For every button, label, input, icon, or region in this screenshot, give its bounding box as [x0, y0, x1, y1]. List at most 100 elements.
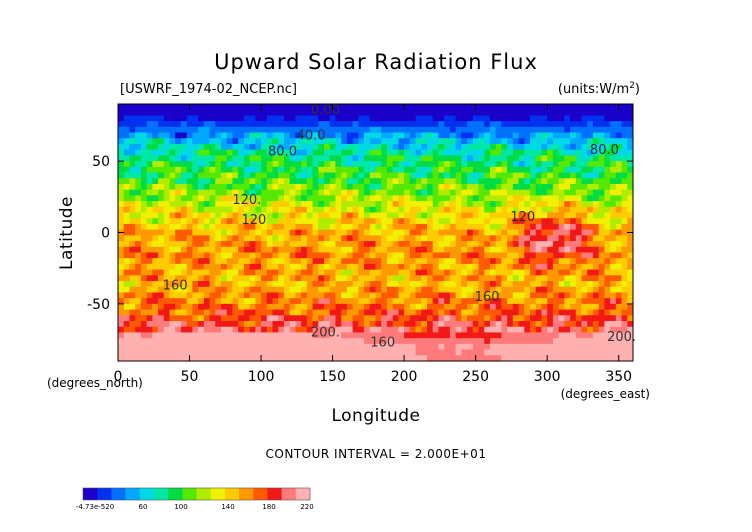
heatmap-cell	[535, 201, 543, 208]
heatmap-cell	[598, 309, 605, 316]
heatmap-cell	[278, 263, 285, 271]
heatmap-cell	[352, 172, 359, 179]
heatmap-cell	[226, 258, 234, 265]
heatmap-cell	[226, 201, 234, 208]
heatmap-cell	[306, 212, 314, 219]
heatmap-cell	[507, 309, 514, 316]
heatmap-cell	[512, 263, 520, 271]
heatmap-cell	[238, 309, 245, 316]
heatmap-cell	[283, 201, 291, 208]
heatmap-cell	[146, 269, 153, 276]
heatmap-cell	[163, 355, 171, 361]
heatmap-cell	[472, 303, 480, 311]
heatmap-cell	[352, 315, 359, 322]
heatmap-cell	[518, 252, 525, 259]
heatmap-cell	[575, 252, 583, 259]
heatmap-cell	[312, 109, 319, 117]
heatmap-cell	[118, 201, 125, 208]
heatmap-cell	[175, 115, 182, 122]
heatmap-cell	[272, 143, 279, 151]
heatmap-cell	[570, 326, 577, 334]
heatmap-cell	[512, 132, 520, 139]
heatmap-cell	[409, 126, 417, 134]
heatmap-cell	[512, 126, 520, 134]
heatmap-cell	[335, 332, 342, 339]
heatmap-cell	[312, 223, 319, 231]
heatmap-cell	[530, 275, 537, 282]
heatmap-cell	[467, 201, 474, 208]
heatmap-cell	[278, 138, 285, 145]
heatmap-cell	[118, 178, 125, 185]
heatmap-cell	[249, 206, 256, 214]
heatmap-cell	[615, 275, 623, 282]
heatmap-cell	[318, 121, 325, 128]
heatmap-cell	[301, 338, 308, 345]
heatmap-cell	[158, 315, 165, 322]
heatmap-cell	[226, 303, 234, 311]
heatmap-cell	[158, 223, 165, 231]
heatmap-cell	[140, 315, 148, 322]
heatmap-cell	[621, 321, 628, 328]
heatmap-cell	[215, 263, 222, 271]
heatmap-cell	[123, 178, 131, 185]
heatmap-cell	[163, 166, 171, 174]
heatmap-cell	[198, 178, 205, 185]
heatmap-cell	[306, 109, 314, 117]
heatmap-cell	[455, 263, 462, 271]
heatmap-cell	[530, 303, 537, 311]
heatmap-cell	[398, 355, 405, 361]
heatmap-cell	[518, 326, 525, 334]
heatmap-cell	[266, 235, 274, 242]
heatmap-cell	[221, 178, 228, 185]
heatmap-cell	[524, 355, 531, 361]
heatmap-cell	[455, 303, 462, 311]
heatmap-cell	[564, 195, 571, 202]
heatmap-cell	[266, 252, 274, 259]
heatmap-cell	[381, 143, 388, 151]
heatmap-cell	[289, 195, 296, 202]
heatmap-cell	[358, 126, 365, 134]
heatmap-cell	[123, 275, 131, 282]
heatmap-cell	[123, 326, 131, 334]
heatmap-cell	[306, 161, 314, 168]
heatmap-cell	[175, 121, 182, 128]
heatmap-cell	[289, 321, 296, 328]
heatmap-cell	[404, 338, 411, 345]
heatmap-cell	[198, 166, 205, 174]
heatmap-cell	[558, 121, 565, 128]
heatmap-cell	[272, 241, 279, 248]
heatmap-cell	[552, 178, 560, 185]
heatmap-cell	[581, 132, 588, 139]
heatmap-cell	[324, 115, 331, 122]
heatmap-cell	[507, 235, 514, 242]
contour-label: 120	[241, 213, 266, 228]
heatmap-cell	[215, 201, 222, 208]
heatmap-cell	[512, 269, 520, 276]
heatmap-cell	[512, 343, 520, 351]
heatmap-cell	[575, 109, 583, 117]
heatmap-cell	[175, 292, 182, 299]
heatmap-cell	[438, 303, 445, 311]
heatmap-cell	[484, 355, 491, 361]
heatmap-cell	[547, 161, 554, 168]
heatmap-cell	[375, 195, 382, 202]
heatmap-cell	[610, 303, 617, 311]
heatmap-cell	[409, 166, 417, 174]
heatmap-cell	[324, 315, 331, 322]
heatmap-cell	[169, 201, 176, 208]
heatmap-cell	[415, 109, 422, 117]
heatmap-cell	[381, 212, 388, 219]
heatmap-cell	[158, 338, 165, 345]
heatmap-cell	[123, 241, 131, 248]
heatmap-cell	[592, 132, 600, 139]
heatmap-cell	[140, 172, 148, 179]
heatmap-cell	[415, 281, 422, 288]
heatmap-cell	[472, 223, 480, 231]
heatmap-cell	[421, 252, 428, 259]
heatmap-cell	[226, 218, 234, 225]
heatmap-cell	[198, 349, 205, 356]
heatmap-cell	[169, 252, 176, 259]
heatmap-cell	[484, 303, 491, 311]
heatmap-cell	[530, 246, 537, 254]
heatmap-cell	[146, 178, 153, 185]
